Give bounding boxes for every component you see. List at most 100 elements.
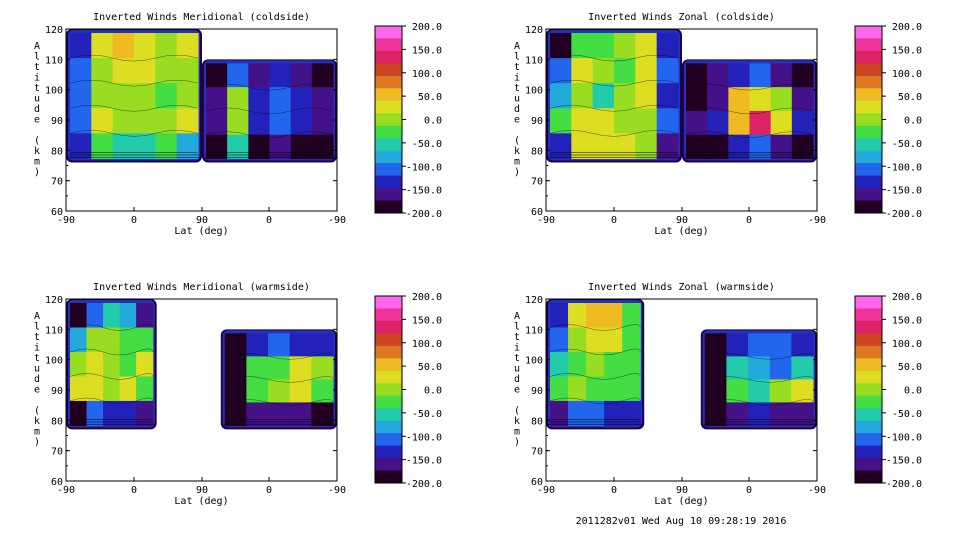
colorbar-swatch — [855, 395, 882, 409]
contour-cell — [726, 356, 749, 380]
contour-cell — [550, 58, 572, 84]
colorbar-swatch — [855, 150, 882, 164]
colorbar-label: 150.0 — [412, 315, 442, 326]
contour-cell — [614, 108, 636, 134]
contour-cell — [748, 333, 771, 357]
x-tick-label: -90 — [328, 485, 346, 496]
contour-cell — [622, 327, 641, 353]
contour-cell — [550, 376, 569, 402]
contour-cell — [604, 351, 623, 378]
contour-cell — [635, 83, 658, 109]
colorbar-swatch — [375, 345, 402, 359]
contour-line — [69, 421, 154, 423]
x-tick-label: 0 — [131, 485, 137, 496]
contour-cell — [311, 333, 334, 357]
contour-cell — [224, 333, 247, 357]
contour-cell — [568, 376, 587, 402]
contour-cell — [769, 333, 792, 357]
y-tick-label: 80 — [531, 146, 543, 157]
colorbar-label: 0.0 — [424, 386, 442, 397]
colorbar-label: 200.0 — [412, 292, 442, 303]
contour-cell — [248, 63, 271, 88]
contour-cell — [246, 356, 269, 380]
colorbar-swatch — [375, 163, 402, 177]
y-tick-label: 90 — [51, 116, 63, 127]
contour-cell — [707, 63, 729, 88]
contour-cell — [246, 379, 269, 404]
data-panel — [682, 59, 817, 163]
contour-cell — [748, 356, 771, 380]
contour-cell — [656, 108, 679, 134]
contour-cell — [592, 58, 615, 84]
contour-cell — [586, 351, 605, 378]
contour-cell — [622, 303, 641, 329]
colorbar-swatch — [375, 75, 402, 89]
plot-title: Inverted Winds Meridional (coldside) — [93, 12, 310, 23]
y-tick-label: 110 — [525, 55, 543, 66]
footer-run-info: 2011282v01 Wed Aug 10 09:28:19 2016 — [576, 516, 787, 527]
colorbar-label: -200.0 — [886, 479, 922, 490]
y-tick-label: 100 — [45, 86, 63, 97]
contour-cell — [176, 33, 199, 59]
contour-cell — [176, 108, 199, 134]
contour-cell — [550, 351, 569, 378]
x-tick-label: 90 — [676, 485, 688, 496]
contour-cell — [704, 402, 727, 427]
colorbar-swatch — [375, 125, 402, 139]
contour-cell — [246, 333, 269, 357]
contour-cell — [206, 134, 228, 160]
contour-line — [686, 151, 813, 153]
colorbar-swatch — [855, 420, 882, 434]
contour-line — [547, 423, 643, 425]
contour-cell — [571, 83, 594, 109]
colorbar-swatch — [855, 50, 882, 64]
contour-line — [223, 421, 334, 423]
contour-cell — [635, 58, 658, 84]
colorbar-swatch — [375, 138, 402, 152]
contour-line — [702, 423, 816, 425]
contour-cell — [550, 108, 572, 134]
colorbar-label: -150.0 — [406, 456, 442, 467]
contour-cell — [176, 58, 199, 84]
y-tick-label: 90 — [531, 116, 543, 127]
contour-cell — [311, 402, 334, 427]
contour-cell — [134, 58, 156, 84]
contour-cell — [224, 356, 247, 380]
contour-line — [205, 154, 334, 156]
contour-cell — [289, 333, 312, 357]
x-tick-label: 0 — [746, 215, 752, 226]
plot-1: Inverted Winds Meridional (coldside) 120 1… — [34, 12, 442, 237]
contour-line — [70, 418, 153, 420]
contour-line — [685, 154, 814, 156]
contour-cell — [290, 87, 313, 112]
x-tick-label: 0 — [746, 485, 752, 496]
contour-cell — [103, 327, 121, 353]
colorbar-label: 0.0 — [424, 116, 442, 127]
data-panel — [546, 29, 682, 163]
contour-cell — [749, 134, 772, 160]
contour-line — [206, 151, 333, 153]
contour-cell — [119, 376, 137, 402]
contour-line — [704, 399, 814, 406]
y-tick-label: 90 — [531, 386, 543, 397]
colorbar-swatch — [855, 458, 882, 472]
colorbar-swatch — [855, 125, 882, 139]
contour-line — [550, 151, 678, 153]
contour-cell — [728, 63, 751, 88]
contour-cell — [70, 83, 92, 109]
contour-cell — [268, 356, 291, 380]
contour-line — [685, 131, 814, 138]
contour-cell — [791, 87, 814, 112]
contour-line — [67, 423, 156, 425]
colorbar-swatch — [855, 445, 882, 459]
x-tick-label: 90 — [196, 215, 208, 226]
contour-cell — [155, 33, 178, 59]
contour-line — [547, 156, 681, 158]
contour-cell — [568, 303, 587, 329]
contour-cell — [91, 83, 114, 109]
contour-cell — [622, 376, 641, 402]
plot-title: Inverted Winds Zonal (coldside) — [588, 12, 775, 23]
contour-line — [703, 421, 814, 423]
contour-cell — [656, 58, 679, 84]
